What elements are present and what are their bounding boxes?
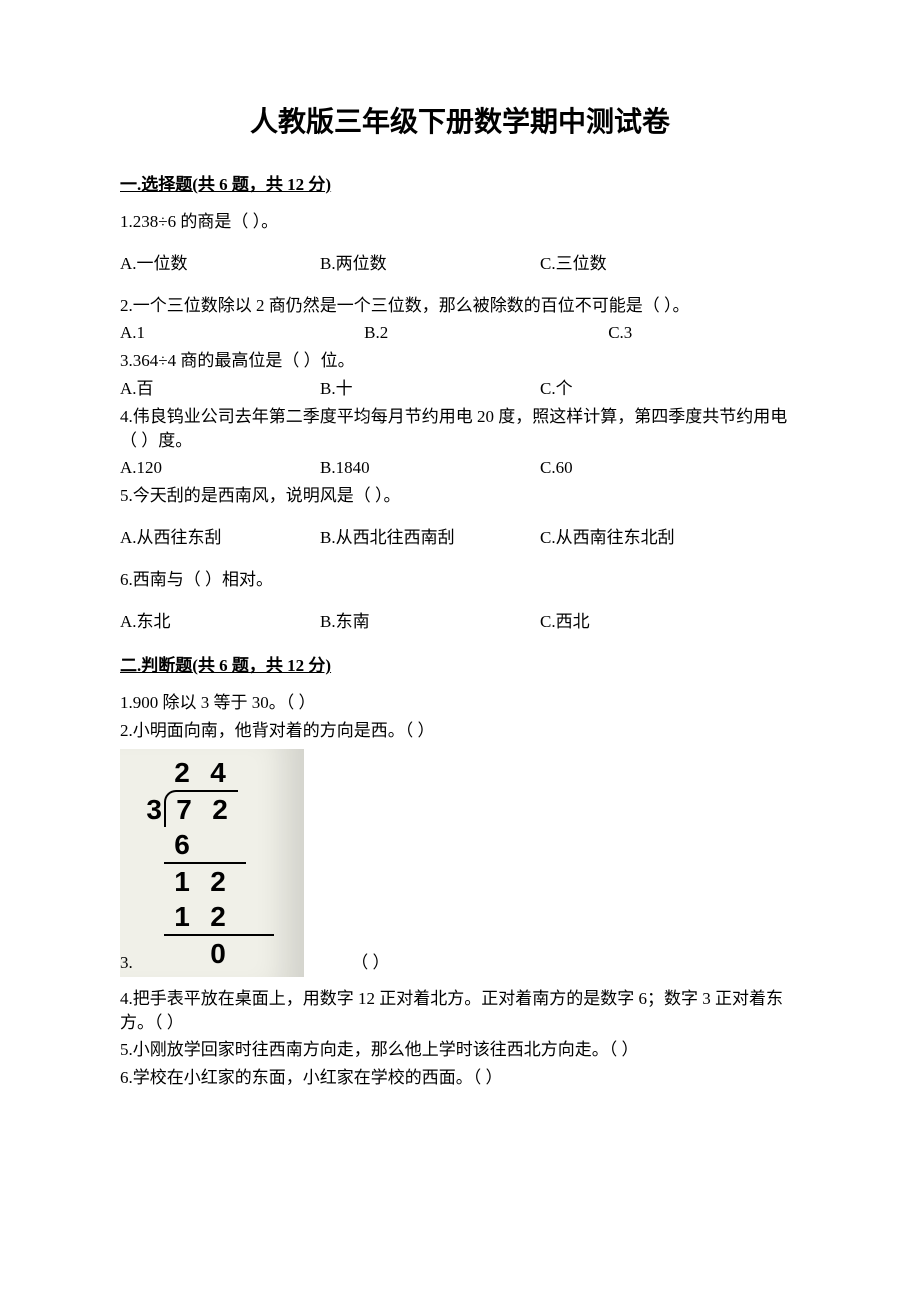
s1-q4-optB: B.1840 bbox=[320, 456, 540, 480]
page-title: 人教版三年级下册数学期中测试卷 bbox=[120, 100, 800, 140]
s1-q6-optC: C.西北 bbox=[540, 610, 760, 634]
s1-q3-text: 3.364÷4 商的最高位是（ ）位。 bbox=[120, 349, 800, 373]
s1-q6-text: 6.西南与（ ）相对。 bbox=[120, 568, 800, 592]
s1-q2-optC: C.3 bbox=[608, 321, 800, 345]
s1-q2-optA: A.1 bbox=[120, 321, 364, 345]
s2-q2: 2.小明面向南，他背对着的方向是西。（ ） bbox=[120, 719, 800, 743]
s1-q5-options: A.从西往东刮 B.从西北往西南刮 C.从西南往东北刮 bbox=[120, 526, 800, 550]
section1-header: 一.选择题(共 6 题，共 12 分) bbox=[120, 170, 800, 195]
s1-q1-options: A.一位数 B.两位数 C.三位数 bbox=[120, 252, 800, 276]
s1-q3-options: A.百 B.十 C.个 bbox=[120, 377, 800, 401]
ld-dividend-d2: 2 bbox=[202, 792, 238, 827]
s2-q6: 6.学校在小红家的东面，小红家在学校的西面。（ ） bbox=[120, 1066, 800, 1090]
s2-q3-line: 3. （ ） bbox=[120, 951, 800, 975]
ld-step3-d1: 1 bbox=[164, 899, 200, 934]
s1-q5-optC: C.从西南往东北刮 bbox=[540, 526, 760, 550]
s1-q5-text: 5.今天刮的是西南风，说明风是（ ）。 bbox=[120, 484, 800, 508]
ld-step1-d1: 6 bbox=[164, 827, 200, 862]
s1-q1-text: 1.238÷6 的商是（ ）。 bbox=[120, 210, 800, 234]
s1-q4-optC: C.60 bbox=[540, 456, 760, 480]
s2-q3-suffix: （ ） bbox=[351, 953, 389, 972]
s1-q3-optB: B.十 bbox=[320, 377, 540, 401]
s1-q2-optB: B.2 bbox=[364, 321, 608, 345]
s1-q5-optA: A.从西往东刮 bbox=[120, 526, 320, 550]
s1-q1-optB: B.两位数 bbox=[320, 252, 540, 276]
s2-q3-prefix: 3. bbox=[120, 953, 133, 972]
s1-q3-optA: A.百 bbox=[120, 377, 320, 401]
ld-step2-d2: 2 bbox=[200, 864, 236, 899]
s2-q5: 5.小刚放学回家时往西南方向走，那么他上学时该往西北方向走。（ ） bbox=[120, 1038, 800, 1062]
s1-q5-optB: B.从西北往西南刮 bbox=[320, 526, 540, 550]
ld-quotient-d2: 4 bbox=[200, 755, 236, 790]
long-division-figure: 2 4 3 7 2 6 1 2 1 2 bbox=[120, 749, 304, 977]
ld-divisor: 3 bbox=[138, 792, 164, 827]
s1-q4-options: A.120 B.1840 C.60 bbox=[120, 456, 800, 480]
s1-q3-optC: C.个 bbox=[540, 377, 760, 401]
s1-q2-options: A.1 B.2 C.3 bbox=[120, 321, 800, 345]
s2-q4: 4.把手表平放在桌面上，用数字 12 正对着北方。正对着南方的是数字 6；数字 … bbox=[120, 987, 800, 1035]
s1-q4-optA: A.120 bbox=[120, 456, 320, 480]
s1-q6-optA: A.东北 bbox=[120, 610, 320, 634]
ld-dividend-d1: 7 bbox=[166, 792, 202, 827]
s1-q6-options: A.东北 B.东南 C.西北 bbox=[120, 610, 800, 634]
s1-q1-optC: C.三位数 bbox=[540, 252, 760, 276]
ld-quotient-d1: 2 bbox=[164, 755, 200, 790]
ld-step2-d1: 1 bbox=[164, 864, 200, 899]
s1-q1-optA: A.一位数 bbox=[120, 252, 320, 276]
s2-q3-wrap: 2 4 3 7 2 6 1 2 1 2 bbox=[120, 749, 800, 977]
ld-step3-d2: 2 bbox=[200, 899, 236, 934]
s1-q4-text: 4.伟良钨业公司去年第二季度平均每月节约用电 20 度，照这样计算，第四季度共节… bbox=[120, 405, 800, 453]
section2-header: 二.判断题(共 6 题，共 12 分) bbox=[120, 651, 800, 676]
s2-q1: 1.900 除以 3 等于 30。（ ） bbox=[120, 691, 800, 715]
s1-q6-optB: B.东南 bbox=[320, 610, 540, 634]
s1-q2-text: 2.一个三位数除以 2 商仍然是一个三位数，那么被除数的百位不可能是（ ）。 bbox=[120, 294, 800, 318]
